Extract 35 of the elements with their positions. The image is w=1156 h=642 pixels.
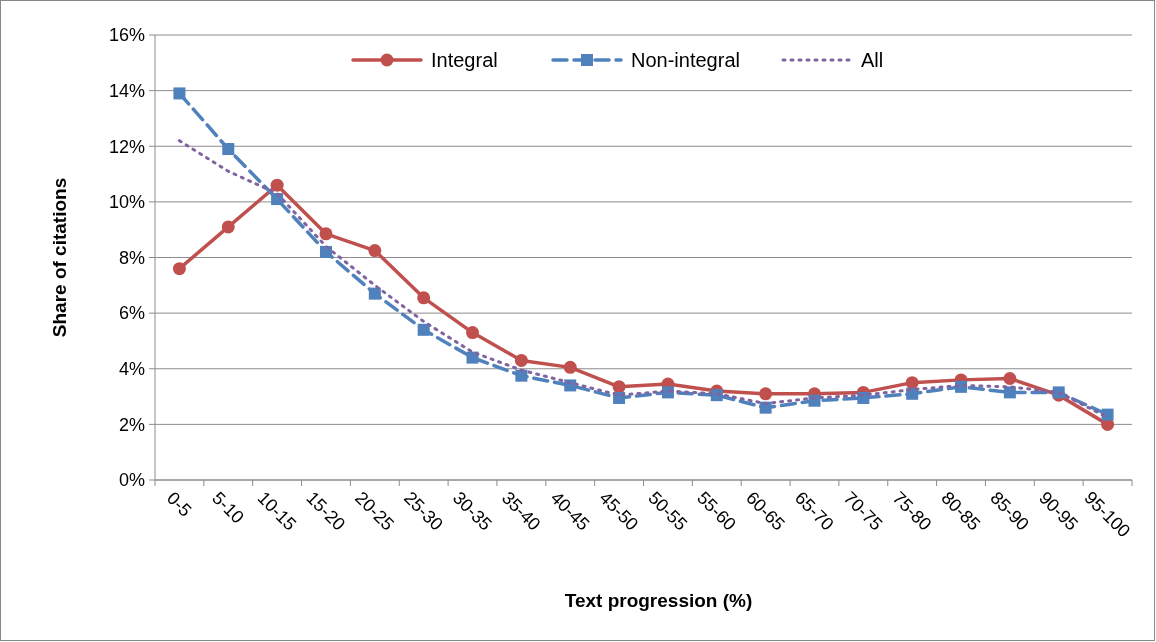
- y-tick-label: 0%: [118, 470, 145, 491]
- point: [417, 323, 430, 336]
- point: [759, 387, 773, 401]
- point: [270, 178, 284, 192]
- legend-label: Non-integral: [631, 49, 740, 71]
- x-axis-title: Text progression (%): [564, 590, 753, 611]
- point: [368, 244, 382, 258]
- point: [222, 143, 235, 156]
- point: [905, 376, 919, 390]
- point: [368, 287, 381, 300]
- y-tick-label: 8%: [118, 247, 145, 268]
- legend-label: Integral: [431, 49, 498, 71]
- x-tick-label: 0-5: [162, 488, 196, 521]
- y-tick-label: 12%: [108, 136, 145, 157]
- point: [563, 360, 577, 374]
- y-tick-label: 14%: [108, 80, 145, 101]
- y-tick-label: 16%: [108, 25, 145, 46]
- point: [466, 326, 480, 340]
- point: [172, 262, 186, 276]
- y-tick-label: 2%: [118, 414, 145, 435]
- point: [1003, 371, 1017, 385]
- y-tick-label: 10%: [108, 192, 145, 213]
- point: [221, 220, 235, 234]
- point: [515, 369, 528, 382]
- point: [1101, 408, 1114, 421]
- point: [612, 380, 626, 394]
- point: [466, 351, 479, 364]
- y-tick-label: 4%: [118, 359, 145, 380]
- point: [417, 291, 431, 305]
- point: [173, 87, 186, 100]
- y-tick-label: 6%: [118, 303, 145, 324]
- y-axis-title: Share of citations: [49, 177, 70, 338]
- legend-label: All: [861, 49, 884, 71]
- point: [514, 353, 528, 367]
- point: [319, 227, 333, 241]
